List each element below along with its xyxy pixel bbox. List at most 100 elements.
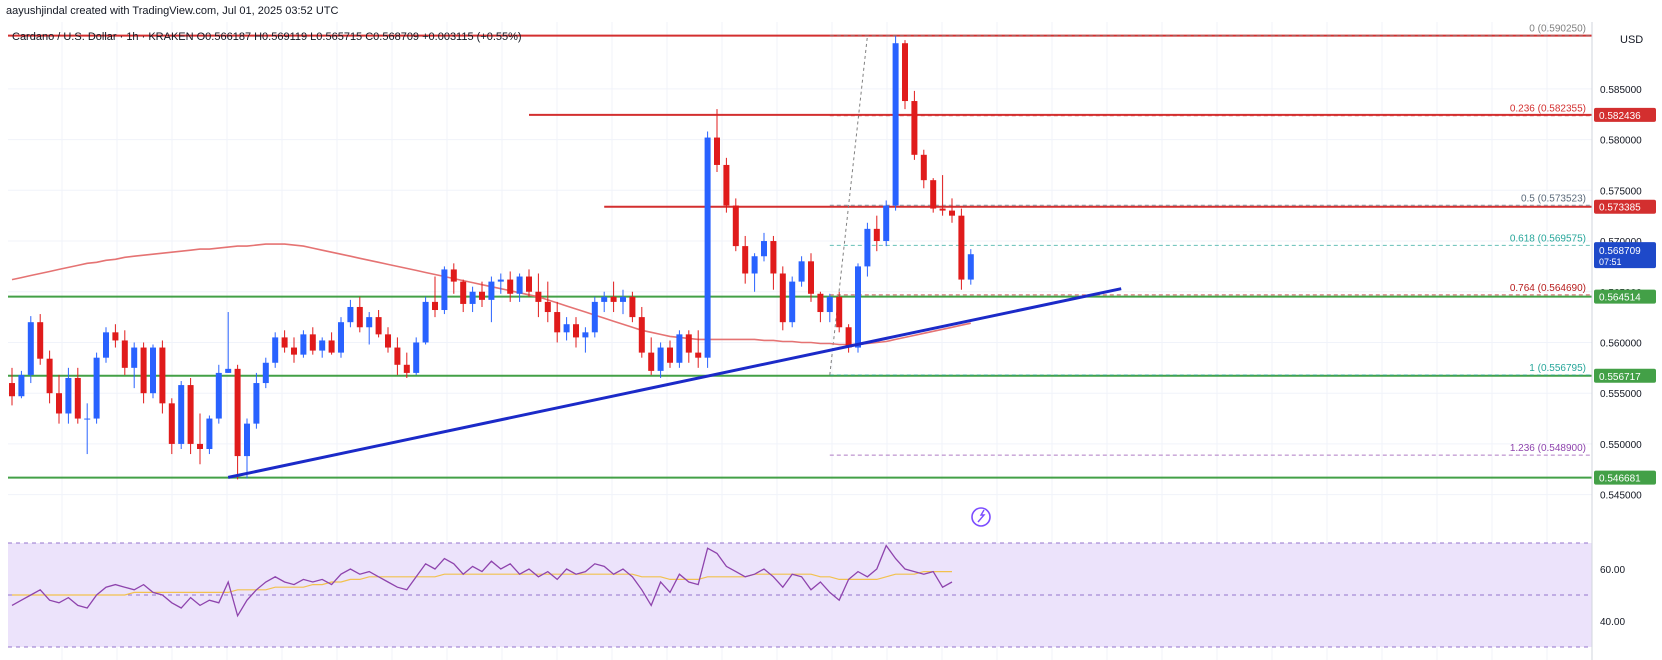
candle-body	[46, 358, 53, 394]
candle-body	[855, 266, 861, 348]
fib-anchor	[829, 36, 868, 375]
fibonacci-levels: 0 (0.590250) 0.236 (0.582355) 0.5 (0.57352…	[829, 24, 1592, 456]
candle-body	[413, 342, 420, 373]
candle-body	[366, 317, 373, 328]
candle-body	[751, 256, 758, 274]
axis-bg	[1592, 22, 1662, 660]
candle-body	[507, 279, 514, 294]
candle-body	[309, 334, 316, 351]
candle-body	[356, 306, 363, 328]
candle-body	[958, 215, 965, 280]
candle-body	[516, 276, 523, 294]
level-badge-text: 0.556717	[1599, 372, 1641, 383]
candle-body	[291, 347, 297, 355]
candle-body	[798, 261, 805, 282]
candle-body	[18, 374, 25, 397]
candle-body	[526, 276, 532, 292]
price-tick: 0.575000	[1600, 186, 1642, 197]
candle-body	[826, 296, 833, 313]
candle-body	[582, 332, 589, 338]
price-axis[interactable]: 0.5450000.5500000.5550000.5600000.565000…	[1591, 22, 1662, 660]
candle-body	[338, 322, 344, 353]
candle-body	[187, 385, 194, 444]
candle-body	[770, 241, 777, 274]
fib-label: 1 (0.556795)	[1529, 363, 1586, 374]
candle-body	[272, 337, 279, 363]
candle-body	[140, 347, 147, 394]
level-badge-text: 0.582436	[1599, 111, 1641, 122]
candle-body	[911, 101, 918, 155]
candle-body	[714, 137, 720, 165]
candle-body	[967, 254, 974, 280]
candle-body	[667, 347, 673, 363]
candle-body	[723, 164, 730, 206]
fib-label: 0.236 (0.582355)	[1510, 104, 1586, 115]
candle-body	[488, 281, 495, 300]
price-tick: 0.545000	[1600, 491, 1642, 502]
candle-body	[234, 368, 241, 457]
candle-body	[610, 296, 617, 302]
candle-body	[629, 296, 636, 318]
currency-label[interactable]: USD	[1620, 34, 1643, 46]
candle-body	[37, 322, 44, 359]
rsi-tick: 40.00	[1600, 617, 1625, 628]
candle-body	[939, 208, 946, 211]
candle-body	[394, 347, 401, 365]
price-tick: 0.580000	[1600, 136, 1642, 147]
candle-body	[347, 306, 354, 323]
level-badge-text: 0.564514	[1599, 293, 1641, 304]
candle-body	[253, 383, 260, 424]
candle-body	[497, 279, 504, 282]
candles	[9, 36, 974, 480]
candle-body	[836, 296, 843, 328]
level-badge-text: 0.546681	[1599, 474, 1641, 485]
candle-body	[902, 43, 908, 102]
candle-body	[535, 291, 542, 302]
trendline	[227, 287, 1122, 479]
candle-body	[159, 347, 166, 404]
price-tick: 0.555000	[1600, 389, 1642, 400]
candle-body	[385, 334, 391, 348]
candle-body	[638, 317, 645, 353]
candle-body	[206, 418, 213, 449]
candle-body	[93, 357, 100, 419]
candle-body	[544, 301, 551, 313]
candle-body	[883, 205, 890, 242]
candle-body	[591, 301, 598, 333]
candle-body	[460, 281, 467, 304]
candle-body	[817, 293, 824, 313]
current-price-badge	[1594, 242, 1656, 269]
level-badge	[1594, 107, 1656, 122]
candle-body	[789, 281, 796, 323]
candle-body	[573, 324, 579, 338]
candle-body	[262, 362, 269, 384]
candle-body	[281, 337, 288, 348]
candle-body	[761, 241, 767, 257]
candle-body	[103, 332, 109, 358]
replay-icon[interactable]	[971, 507, 991, 527]
symbol-legend: Cardano / U.S. Dollar · 1h · KRAKEN O0.5…	[12, 31, 522, 43]
candle-body	[450, 269, 457, 282]
candle-body	[375, 317, 382, 335]
candle-body	[441, 269, 448, 311]
candle-body	[563, 324, 570, 333]
candle-body	[732, 205, 739, 247]
candle-body	[676, 334, 683, 363]
fib-label: 1.236 (0.548900)	[1510, 443, 1586, 454]
credit-bar: aayushjindal created with TradingView.co…	[0, 0, 1662, 22]
candle-body	[779, 273, 786, 323]
candle-body	[469, 291, 476, 304]
rsi-pane	[8, 542, 1592, 648]
candle-body	[601, 296, 608, 302]
candle-body	[845, 327, 852, 348]
rsi-tick: 60.00	[1600, 565, 1625, 576]
price-tick: 0.560000	[1600, 338, 1642, 349]
candle-body	[328, 340, 335, 353]
candle-body	[864, 228, 871, 267]
candle-body	[403, 364, 410, 373]
candle-body	[554, 312, 561, 333]
candle-body	[742, 246, 749, 274]
candle-body	[74, 377, 81, 419]
price-tick: 0.585000	[1600, 85, 1642, 96]
